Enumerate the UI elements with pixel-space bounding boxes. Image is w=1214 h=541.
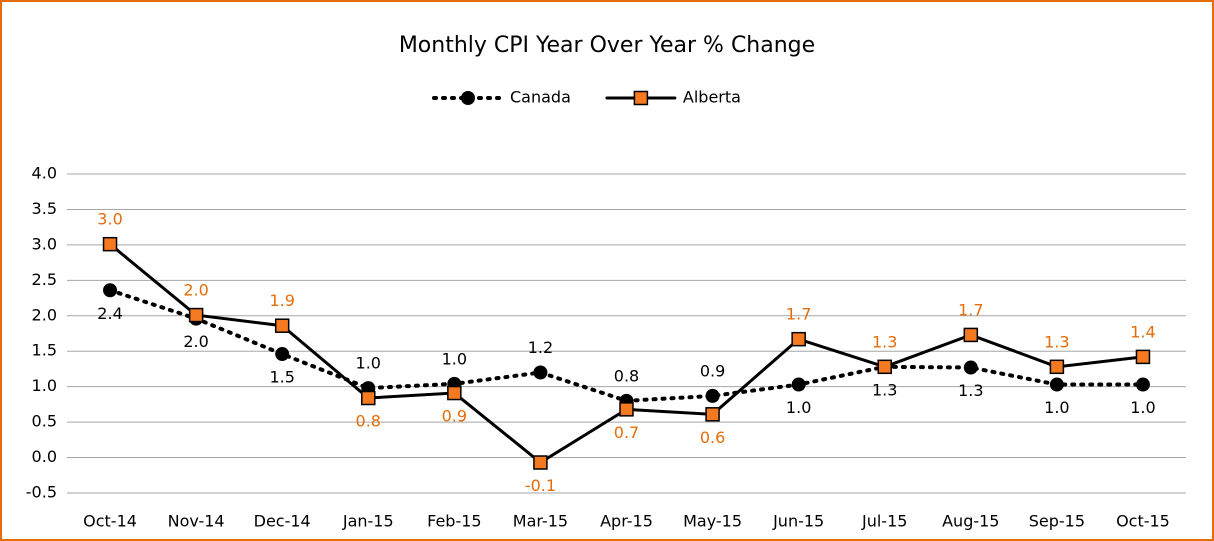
x-tick-label: May-15 [683,512,742,531]
x-tick-label: Oct-14 [83,512,137,531]
data-label: 1.0 [356,354,381,373]
legend-label: Alberta [683,88,741,107]
y-tick-label: 2.5 [32,270,57,289]
data-label: 1.2 [528,338,553,357]
y-tick-label: 0.5 [32,412,57,431]
data-label: 1.3 [872,380,897,399]
y-tick-label: 3.5 [32,199,57,218]
data-label: 2.0 [183,332,208,351]
point [188,307,204,323]
x-tick-label: Jun-15 [772,512,824,531]
x-tick-label: Aug-15 [942,512,999,531]
data-label: 0.9 [442,407,467,426]
point [1049,359,1065,375]
y-tick-label: 4.0 [32,164,57,183]
data-label: 1.3 [1044,332,1069,351]
y-tick-label: -0.5 [26,483,57,502]
point [791,377,806,392]
chart-title: Monthly CPI Year Over Year % Change [399,33,815,58]
data-label: 1.0 [442,349,467,368]
point [963,327,979,343]
data-label: 3.0 [97,210,122,229]
x-tick-label: Feb-15 [427,512,481,531]
point [533,365,548,380]
point [619,402,634,417]
legend-label: Canada [510,88,571,107]
y-tick-label: 1.0 [32,376,57,395]
data-label: 1.7 [958,300,983,319]
data-label: 1.9 [269,291,294,310]
data-label: 0.7 [614,423,639,442]
x-tick-label: Jul-15 [861,512,907,531]
point [1135,377,1150,392]
data-label: 2.0 [183,281,208,300]
legend-marker [633,90,649,106]
x-tick-label: Oct-15 [1116,512,1170,531]
x-tick-label: Nov-14 [168,512,225,531]
data-label: 0.9 [700,361,725,380]
point [963,360,978,375]
point [791,331,806,347]
data-label: 1.0 [1130,398,1155,417]
data-label: 1.5 [269,368,294,387]
data-label: 1.0 [786,398,811,417]
x-tick-label: Apr-15 [600,512,653,531]
data-label: 1.3 [958,381,983,400]
x-tick-label: Dec-14 [254,512,311,531]
data-label: 2.4 [97,304,122,323]
x-tick-label: Jan-15 [342,512,394,531]
data-label: 0.6 [700,428,725,447]
data-label: 1.3 [872,332,897,351]
legend-marker [461,91,475,105]
point [705,407,720,422]
data-label: 1.4 [1130,322,1155,341]
data-label: -0.1 [525,476,556,495]
point [103,283,118,298]
y-tick-label: 0.0 [32,447,57,466]
data-label: 0.8 [356,412,381,431]
point [705,388,720,403]
x-tick-label: Mar-15 [513,512,568,531]
point [361,390,376,406]
y-tick-label: 1.5 [32,341,57,360]
point [275,347,290,362]
data-label: 1.0 [1044,398,1069,417]
point [447,385,462,401]
point [877,359,892,375]
point [102,236,118,252]
point [1135,349,1151,365]
point [274,318,290,333]
y-tick-label: 2.0 [32,305,57,324]
point [1049,377,1064,392]
y-tick-label: 3.0 [32,234,57,253]
point [533,455,548,470]
data-label: 1.7 [786,305,811,324]
data-label: 0.8 [614,366,639,385]
x-tick-label: Sep-15 [1029,512,1085,531]
